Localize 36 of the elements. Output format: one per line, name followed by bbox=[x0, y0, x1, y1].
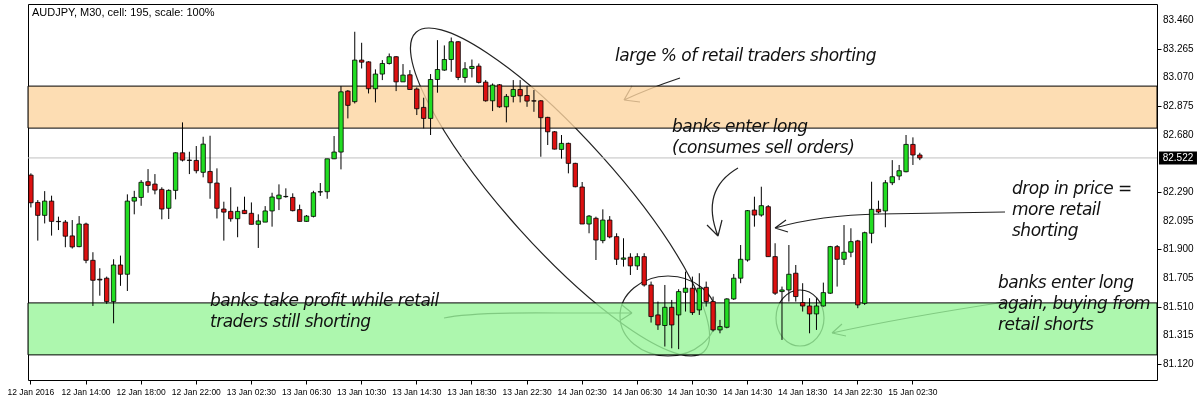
x-tick-label: 12 Jan 14:00 bbox=[61, 386, 111, 397]
annotation: large % of retail traders shorting bbox=[615, 45, 878, 66]
x-tick-label: 14 Jan 14:30 bbox=[722, 386, 773, 397]
annotation: drop in price = more retail shorting bbox=[1012, 178, 1133, 241]
x-tick-label: 13 Jan 02:30 bbox=[226, 386, 277, 397]
y-tick-label: 83.460 bbox=[1163, 14, 1195, 26]
candlestick bbox=[620, 237, 627, 268]
x-tick-label: 12 Jan 18:00 bbox=[116, 386, 166, 397]
ref-line-label: 82.522 bbox=[1162, 151, 1194, 163]
y-tick-label: 81.900 bbox=[1163, 243, 1195, 255]
y-tick-label: 83.265 bbox=[1163, 42, 1195, 54]
x-tick-label: 14 Jan 02:30 bbox=[557, 386, 608, 397]
x-tick-label: 15 Jan 02:30 bbox=[888, 386, 938, 397]
y-tick-label: 82.875 bbox=[1163, 100, 1195, 112]
x-tick-label: 12 Jan 2016 bbox=[7, 386, 55, 397]
x-tick-label: 14 Jan 22:30 bbox=[833, 386, 883, 397]
y-tick-label: 81.315 bbox=[1163, 329, 1195, 341]
x-tick-label: 14 Jan 10:30 bbox=[667, 386, 718, 397]
x-tick-label: 13 Jan 10:30 bbox=[337, 386, 387, 397]
x-tick-label: 12 Jan 22:00 bbox=[171, 386, 222, 397]
y-tick-label: 81.705 bbox=[1163, 271, 1195, 283]
x-tick-label: 14 Jan 06:30 bbox=[612, 386, 663, 397]
y-tick-label: 82.095 bbox=[1163, 214, 1195, 226]
x-tick-label: 14 Jan 18:30 bbox=[778, 386, 828, 397]
x-tick-label: 13 Jan 18:30 bbox=[447, 386, 497, 397]
candlestick bbox=[117, 255, 124, 287]
chart-title: AUDJPY, M30, cell: 195, scale: 100% bbox=[32, 6, 215, 18]
x-tick-label: 13 Jan 22:30 bbox=[502, 386, 552, 397]
y-tick-label: 81.120 bbox=[1163, 357, 1195, 369]
y-tick-label: 83.070 bbox=[1163, 71, 1195, 83]
x-tick-label: 13 Jan 06:30 bbox=[281, 386, 332, 397]
x-tick-label: 13 Jan 14:30 bbox=[392, 386, 442, 397]
y-tick-label: 82.680 bbox=[1163, 128, 1195, 140]
candlestick bbox=[558, 134, 565, 160]
y-tick-label: 82.290 bbox=[1163, 186, 1195, 197]
y-tick-label: 81.510 bbox=[1163, 300, 1195, 312]
